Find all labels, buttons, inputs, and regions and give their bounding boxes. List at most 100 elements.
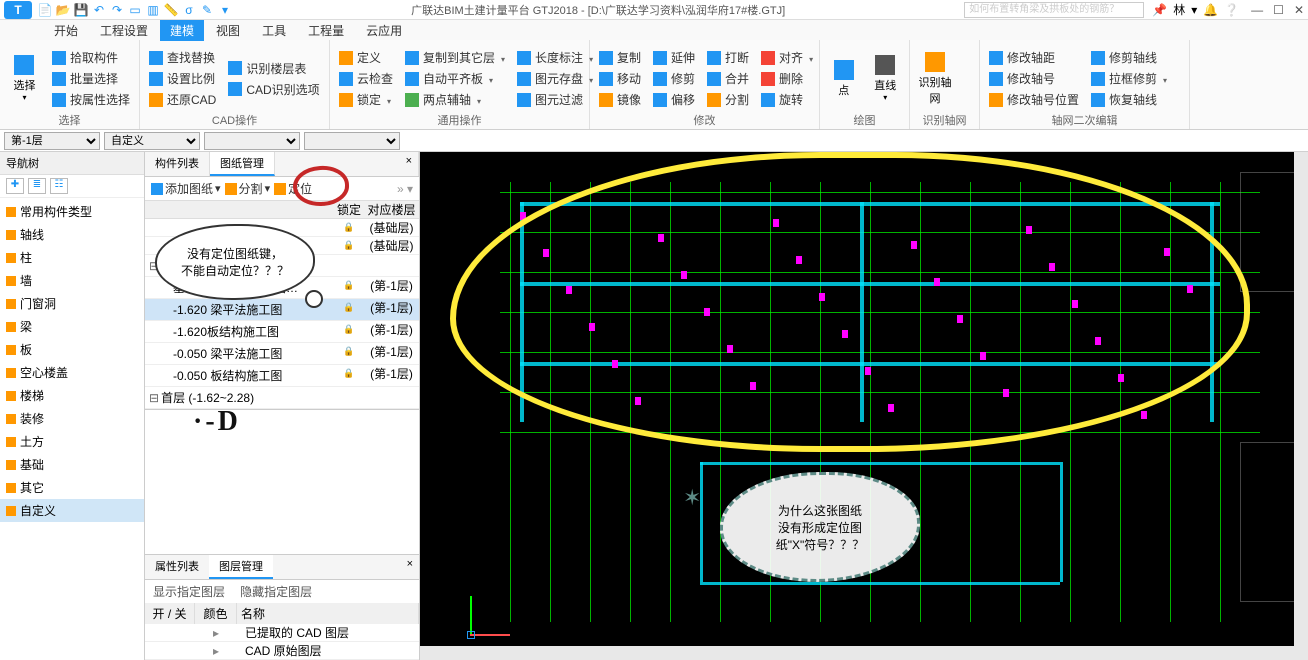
rotate-button[interactable]: 旋转 bbox=[758, 90, 816, 109]
viewport-scrollbar-h[interactable] bbox=[420, 646, 1294, 660]
recognize-floor-table-button[interactable]: 识别楼层表 bbox=[225, 59, 322, 78]
qat-save-icon[interactable]: 💾 bbox=[74, 3, 88, 17]
layer-row[interactable]: ▸CAD 原始图层 bbox=[145, 642, 419, 660]
mod-axis-num-button[interactable]: 修改轴号 bbox=[986, 69, 1082, 88]
help-search-input[interactable]: 如何布置转角梁及拱板处的钢筋？ bbox=[964, 2, 1144, 18]
user-name[interactable]: 林 bbox=[1173, 1, 1185, 18]
nav-item[interactable]: 其它 bbox=[0, 476, 144, 499]
nav-item[interactable]: 梁 bbox=[0, 315, 144, 338]
tab-component-list[interactable]: 构件列表 bbox=[145, 152, 210, 176]
pick-component-button[interactable]: 拾取构件 bbox=[49, 48, 133, 67]
qat-open-icon[interactable]: 📂 bbox=[56, 3, 70, 17]
qat-misc3-icon[interactable]: σ bbox=[182, 3, 196, 17]
lock-icon[interactable] bbox=[343, 277, 354, 291]
nav-item[interactable]: 常用构件类型 bbox=[0, 200, 144, 223]
qat-new-icon[interactable]: 📄 bbox=[38, 3, 52, 17]
trim-button[interactable]: 修剪 bbox=[650, 69, 698, 88]
mod-axis-pos-button[interactable]: 修改轴号位置 bbox=[986, 90, 1082, 109]
find-replace-button[interactable]: 查找替换 bbox=[146, 48, 219, 67]
recognize-grid-button[interactable]: 识别轴网 bbox=[916, 44, 954, 113]
qat-misc1-icon[interactable]: ▭ bbox=[128, 3, 142, 17]
nav-item[interactable]: 装修 bbox=[0, 407, 144, 430]
lock-button[interactable]: 锁定 bbox=[336, 90, 396, 109]
align-button[interactable]: 对齐 bbox=[758, 48, 816, 67]
menu-tab-3[interactable]: 视图 bbox=[206, 20, 250, 41]
tab-layer-manage[interactable]: 图层管理 bbox=[209, 555, 273, 579]
move-button[interactable]: 移动 bbox=[596, 69, 644, 88]
qat-misc2-icon[interactable]: ▥ bbox=[146, 3, 160, 17]
sel3[interactable] bbox=[204, 132, 300, 150]
drawing-row[interactable]: -0.050 板结构施工图(第-1层) bbox=[145, 365, 419, 387]
lock-icon[interactable] bbox=[343, 219, 354, 233]
floor-select[interactable]: 第-1层 bbox=[4, 132, 100, 150]
qat-ruler-icon[interactable]: 📏 bbox=[164, 3, 178, 17]
length-dim-button[interactable]: 长度标注 bbox=[514, 48, 596, 67]
nav-tb1-icon[interactable]: ✚ bbox=[6, 178, 24, 194]
break-button[interactable]: 打断 bbox=[704, 48, 752, 67]
maximize-icon[interactable]: ☐ bbox=[1273, 3, 1284, 17]
layer-expand-icon[interactable]: ▸ bbox=[213, 644, 219, 658]
drawing-row[interactable]: -1.620板结构施工图(第-1层) bbox=[145, 321, 419, 343]
lock-icon[interactable] bbox=[343, 237, 354, 251]
add-drawing-button[interactable]: 添加图纸 ▾ bbox=[151, 180, 221, 197]
aux-axis-button[interactable]: 两点辅轴 bbox=[402, 90, 508, 109]
select-button[interactable]: 选择▾ bbox=[6, 44, 43, 113]
lock-icon[interactable] bbox=[343, 343, 354, 357]
pane-close-icon[interactable]: × bbox=[400, 152, 419, 176]
qat-dropdown-icon[interactable]: ▾ bbox=[218, 3, 232, 17]
select-by-prop-button[interactable]: 按属性选择 bbox=[49, 90, 133, 109]
menu-tab-2[interactable]: 建模 bbox=[160, 20, 204, 41]
drawing-row[interactable]: -0.050 梁平法施工图(第-1层) bbox=[145, 343, 419, 365]
nav-item[interactable]: 楼梯 bbox=[0, 384, 144, 407]
set-scale-button[interactable]: 设置比例 bbox=[146, 69, 219, 88]
mod-axis-dist-button[interactable]: 修改轴距 bbox=[986, 48, 1082, 67]
tab-drawing-manage[interactable]: 图纸管理 bbox=[210, 152, 275, 176]
menu-tab-5[interactable]: 工程量 bbox=[298, 20, 354, 41]
point-button[interactable]: 点 bbox=[826, 44, 862, 113]
offset-button[interactable]: 偏移 bbox=[650, 90, 698, 109]
box-trim-button[interactable]: 拉框修剪 bbox=[1088, 69, 1170, 88]
drawing-row[interactable]: -1.620 梁平法施工图(第-1层) bbox=[145, 299, 419, 321]
nav-item[interactable]: 墙 bbox=[0, 269, 144, 292]
nav-item[interactable]: 门窗洞 bbox=[0, 292, 144, 315]
mirror-button[interactable]: 镜像 bbox=[596, 90, 644, 109]
notify-icon[interactable]: 🔔 bbox=[1203, 3, 1218, 17]
menu-tab-1[interactable]: 工程设置 bbox=[90, 20, 158, 41]
restore-axis-button[interactable]: 恢复轴线 bbox=[1088, 90, 1170, 109]
trim-axis-button[interactable]: 修剪轴线 bbox=[1088, 48, 1170, 67]
help-icon[interactable]: ❔ bbox=[1224, 3, 1239, 17]
layer-row[interactable]: ▸已提取的 CAD 图层 bbox=[145, 624, 419, 642]
nav-tb2-icon[interactable]: ≣ bbox=[28, 178, 46, 194]
custom-select[interactable]: 自定义 bbox=[104, 132, 200, 150]
cad-viewport[interactable]: ✶ 为什么这张图纸 没有形成定位图 纸"X"符号？？？ bbox=[420, 152, 1308, 660]
menu-tab-6[interactable]: 云应用 bbox=[356, 20, 412, 41]
lock-icon[interactable] bbox=[343, 321, 354, 335]
define-button[interactable]: 定义 bbox=[336, 48, 396, 67]
split-drawing-button[interactable]: 分割 ▾ bbox=[225, 180, 271, 197]
qat-edit-icon[interactable]: ✎ bbox=[200, 3, 214, 17]
elem-save-button[interactable]: 图元存盘 bbox=[514, 69, 596, 88]
merge-button[interactable]: 合并 bbox=[704, 69, 752, 88]
delete-button[interactable]: 删除 bbox=[758, 69, 816, 88]
auto-level-button[interactable]: 自动平齐板 bbox=[402, 69, 508, 88]
copy-to-floor-button[interactable]: 复制到其它层 bbox=[402, 48, 508, 67]
drawing-tb-more-icon[interactable]: » ▾ bbox=[397, 182, 413, 196]
minimize-icon[interactable]: — bbox=[1251, 3, 1263, 17]
restore-cad-button[interactable]: 还原CAD bbox=[146, 90, 219, 109]
nav-tb3-icon[interactable]: ☷ bbox=[50, 178, 68, 194]
lock-icon[interactable] bbox=[343, 299, 354, 313]
copy-button[interactable]: 复制 bbox=[596, 48, 644, 67]
nav-item[interactable]: 基础 bbox=[0, 453, 144, 476]
layer-expand-icon[interactable]: ▸ bbox=[213, 626, 219, 640]
prop-close-icon[interactable]: × bbox=[401, 555, 419, 579]
nav-item[interactable]: 空心楼盖 bbox=[0, 361, 144, 384]
pin-icon[interactable]: 📌 bbox=[1152, 3, 1167, 17]
elem-filter-button[interactable]: 图元过滤 bbox=[514, 90, 596, 109]
sel4[interactable] bbox=[304, 132, 400, 150]
close-icon[interactable]: ✕ bbox=[1294, 3, 1304, 17]
nav-item[interactable]: 轴线 bbox=[0, 223, 144, 246]
cloud-check-button[interactable]: 云检查 bbox=[336, 69, 396, 88]
extend-button[interactable]: 延伸 bbox=[650, 48, 698, 67]
locate-drawing-button[interactable]: 定位 bbox=[274, 180, 312, 197]
batch-select-button[interactable]: 批量选择 bbox=[49, 69, 133, 88]
